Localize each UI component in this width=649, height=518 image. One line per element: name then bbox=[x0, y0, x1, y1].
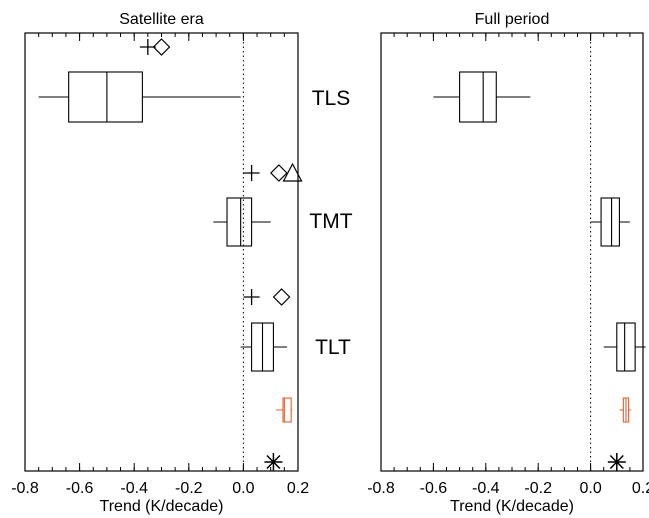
box-iqr bbox=[68, 71, 143, 123]
box-highlight bbox=[276, 397, 293, 423]
x-tick-label: -0.6 bbox=[420, 480, 448, 497]
panel-title-satellite-era: Satellite era bbox=[119, 11, 204, 28]
x-tick-label: 0.0 bbox=[232, 480, 254, 497]
x-tick-label: -0.2 bbox=[524, 480, 552, 497]
asterisk-marker bbox=[264, 453, 283, 471]
triangle-marker bbox=[282, 162, 303, 182]
box-iqr bbox=[616, 322, 636, 372]
box-highlight bbox=[619, 397, 632, 423]
x-tick-label: 0.0 bbox=[579, 480, 601, 497]
box-tls bbox=[433, 71, 531, 123]
plot-frame bbox=[380, 32, 644, 472]
x-tick-label: 0.2 bbox=[287, 480, 309, 497]
plus-marker bbox=[243, 165, 260, 181]
x-tick-label: -0.8 bbox=[367, 480, 395, 497]
x-tick-label: -0.6 bbox=[66, 480, 94, 497]
layer-label-tls: TLS bbox=[312, 87, 351, 110]
layer-label-tlt: TLT bbox=[315, 336, 351, 359]
x-tick-label: -0.4 bbox=[472, 480, 500, 497]
box-tls bbox=[38, 71, 241, 123]
box-iqr bbox=[282, 397, 292, 423]
x-tick-label: -0.2 bbox=[175, 480, 203, 497]
box-tlt bbox=[240, 322, 288, 372]
diamond-marker bbox=[272, 288, 291, 306]
layer-label-tmt: TMT bbox=[309, 210, 352, 233]
panel-title-full-period: Full period bbox=[475, 11, 550, 28]
box-iqr bbox=[226, 197, 253, 247]
x-tick-label: 0.2 bbox=[632, 480, 649, 497]
box-tmt bbox=[590, 197, 630, 247]
diamond-marker bbox=[152, 38, 171, 56]
plot-frame bbox=[24, 32, 299, 472]
x-axis-title-left: Trend (K/decade) bbox=[100, 498, 224, 515]
diamond-marker bbox=[270, 164, 288, 182]
box-tmt bbox=[213, 197, 271, 247]
box-iqr bbox=[459, 71, 497, 123]
asterisk-marker bbox=[607, 453, 626, 471]
x-tick-label: -0.4 bbox=[120, 480, 148, 497]
x-axis-title-right: Trend (K/decade) bbox=[450, 498, 574, 515]
plus-marker bbox=[243, 289, 260, 305]
box-iqr bbox=[600, 197, 620, 247]
x-tick-label: -0.8 bbox=[11, 480, 39, 497]
panel-0: -0.8 -0.6 -0.4 -0.2 0.0 0.2 bbox=[11, 32, 309, 497]
box-tlt bbox=[603, 322, 646, 372]
panel-1: -0.8 -0.6 -0.4 -0.2 0.0 0.2 bbox=[367, 32, 649, 497]
